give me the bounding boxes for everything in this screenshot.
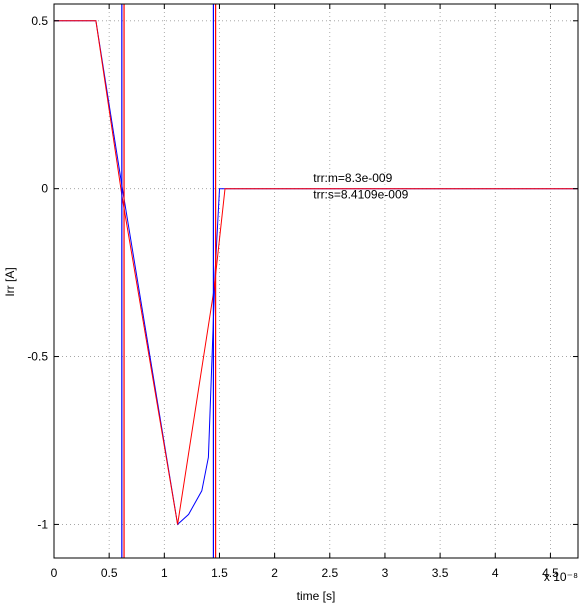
y-tick-label: 0	[41, 182, 48, 196]
x-tick-label: 0.5	[101, 566, 118, 580]
y-tick-label: -1	[37, 517, 48, 531]
x-tick-label: 4.5	[542, 566, 559, 580]
y-tick-label: -0.5	[27, 350, 48, 364]
y-tick-label: 0.5	[31, 14, 48, 28]
series-line-1	[54, 20, 578, 525]
plot-frame	[53, 3, 579, 559]
x-tick-label: 3	[382, 566, 389, 580]
x-tick-label: 2.5	[321, 566, 338, 580]
marker-lines	[121, 4, 217, 558]
x-tick-label: 2	[271, 566, 278, 580]
x-axis-label: time [s]	[297, 589, 336, 603]
x-tick-label: 4	[492, 566, 499, 580]
x-tick-label: 1.5	[211, 566, 228, 580]
y-axis-ticks: 0.5 0 -0.5 -1	[27, 14, 578, 531]
x-tick-label: 1	[161, 566, 168, 580]
series-layer	[54, 20, 578, 526]
annotation-1: trr:s=8.4109e-009	[313, 188, 408, 202]
y-axis-label: Irr [A]	[3, 267, 17, 296]
plot-background	[54, 4, 578, 558]
x-axis-ticks: 0 0.5 1 1.5 2 2.5 3 3.5 4 4.5	[51, 4, 559, 580]
x-axis-multiplier: x 10⁻⁸	[544, 570, 578, 584]
x-tick-label: 3.5	[432, 566, 449, 580]
annotations: trr:m=8.3e-009 trr:s=8.4109e-009	[313, 171, 408, 202]
series-line-0	[54, 20, 578, 526]
x-tick-label: 0	[51, 566, 58, 580]
annotation-0: trr:m=8.3e-009	[313, 171, 392, 185]
